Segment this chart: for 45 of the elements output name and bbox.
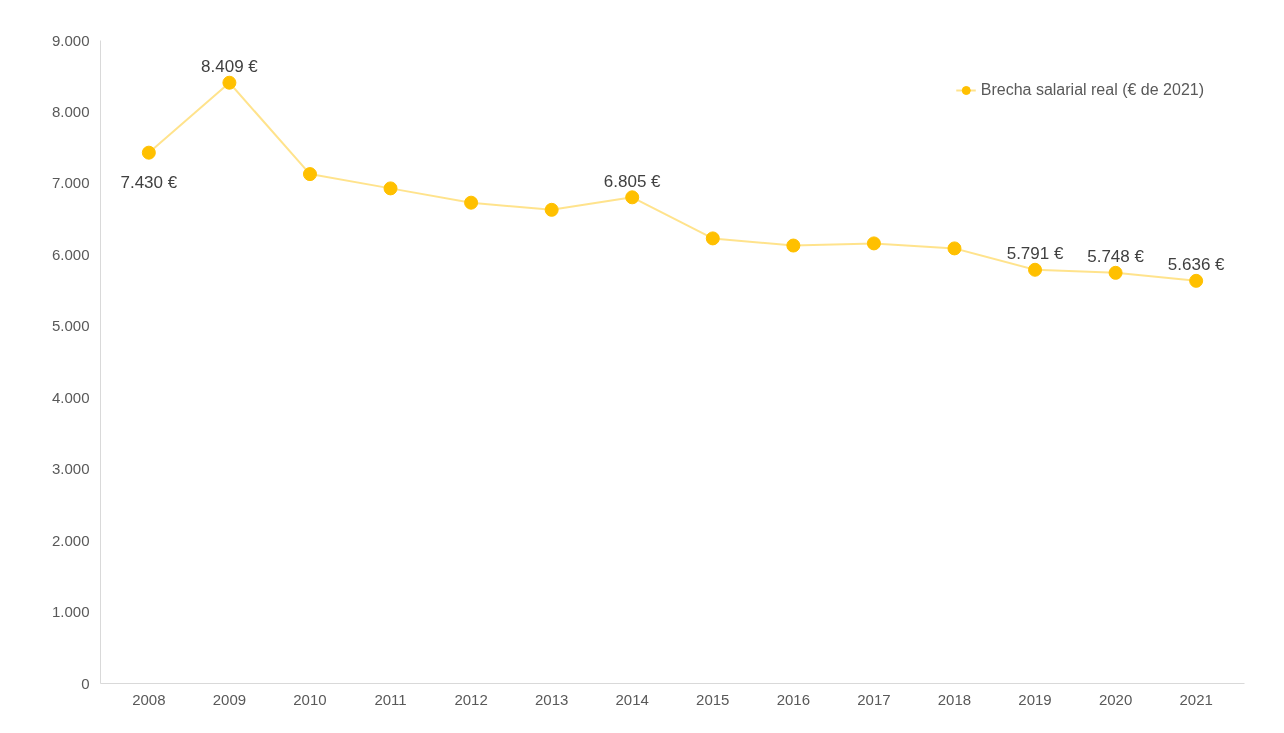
point <box>866 236 881 251</box>
x-tick-label: 2014 <box>615 690 649 708</box>
x-tick-label: 2013 <box>534 690 569 708</box>
y-tick-label: 7.000 <box>51 174 90 192</box>
data-label: 7.430 € <box>120 173 178 193</box>
point <box>383 181 398 196</box>
x-tick-label: 2008 <box>132 690 166 708</box>
x-tick-label: 2011 <box>374 690 407 708</box>
legend-label: Brecha salarial real (€ de 2021) <box>980 81 1204 99</box>
point <box>705 231 720 246</box>
x-tick-label: 2021 <box>1179 690 1213 708</box>
point <box>1108 265 1123 280</box>
y-tick-label: 0 <box>81 674 90 692</box>
point <box>302 167 317 182</box>
x-tick-label: 2020 <box>1098 690 1133 708</box>
point <box>947 241 962 256</box>
data-label: 6.805 € <box>603 171 662 191</box>
point <box>1189 273 1204 288</box>
point <box>1028 262 1043 277</box>
x-tick-label: 2010 <box>293 690 327 708</box>
y-tick-label: 8.000 <box>51 102 90 120</box>
point <box>464 195 479 210</box>
y-tick-label: 1.000 <box>51 603 90 621</box>
y-tick-label: 2.000 <box>51 531 90 549</box>
point <box>222 75 237 90</box>
x-tick-label: 2015 <box>696 690 730 708</box>
data-label: 5.791 € <box>1006 244 1064 264</box>
point <box>544 202 559 217</box>
point <box>625 190 640 205</box>
x-tick-label: 2019 <box>1018 690 1052 708</box>
y-tick-label: 3.000 <box>51 460 90 478</box>
y-tick-label: 6.000 <box>51 245 90 263</box>
data-label: 5.636 € <box>1167 255 1226 275</box>
point <box>141 145 156 160</box>
point <box>786 238 801 253</box>
data-label: 8.409 € <box>201 57 259 77</box>
data-label: 5.748 € <box>1087 247 1145 267</box>
y-tick-label: 4.000 <box>51 388 90 406</box>
y-tick-label: 5.000 <box>51 317 90 335</box>
x-tick-label: 2016 <box>776 690 811 708</box>
y-tick-label: 9.000 <box>51 31 90 49</box>
x-tick-label: 2018 <box>937 690 972 708</box>
x-tick-label: 2017 <box>857 690 891 708</box>
x-tick-label: 2012 <box>454 690 488 708</box>
x-tick-label: 2009 <box>212 690 247 708</box>
